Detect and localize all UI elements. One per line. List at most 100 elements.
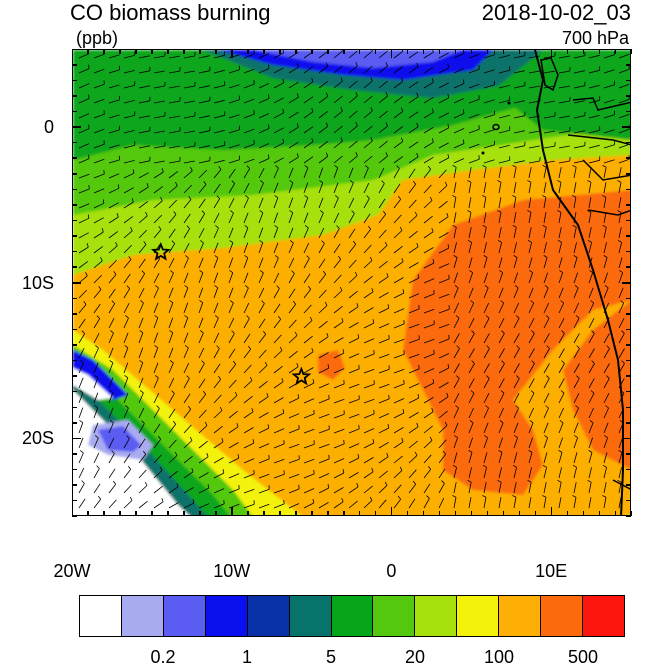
wind-barb — [453, 302, 460, 314]
wind-barb — [123, 70, 135, 74]
wind-barb-flag — [311, 77, 314, 82]
wind-barb — [348, 337, 359, 344]
wind-barb — [258, 365, 268, 374]
colorbar-label: 20 — [405, 647, 426, 667]
wind-barb-flag — [453, 255, 458, 258]
wind-barb — [468, 482, 472, 494]
wind-barb — [168, 115, 180, 119]
wind-barb-flag — [311, 107, 314, 112]
wind-barb — [393, 81, 404, 89]
colorbar-swatch — [583, 596, 624, 636]
wind-barb — [393, 455, 403, 464]
wind-barb — [453, 348, 460, 359]
wind-barb-flag — [311, 50, 314, 52]
wind-barb — [543, 437, 548, 449]
wind-barb — [348, 486, 359, 494]
wind-barb-flag — [351, 210, 355, 214]
wind-barb — [498, 333, 505, 344]
wind-barb — [198, 242, 204, 254]
wind-barb — [573, 182, 577, 194]
wind-barb — [588, 302, 595, 314]
wind-barb — [468, 68, 480, 74]
wind-barb — [543, 318, 550, 329]
wind-barb-flag — [341, 497, 344, 502]
wind-barb-flag — [279, 346, 283, 351]
wind-barb-flag — [559, 270, 563, 273]
wind-barb — [108, 274, 117, 284]
wind-barb — [408, 96, 419, 104]
wind-barb-flag — [221, 437, 224, 442]
wind-barb-flag — [542, 165, 547, 168]
wind-barb — [618, 143, 630, 149]
wind-barb — [408, 412, 419, 419]
wind-barb — [123, 160, 135, 164]
wind-barb-flag — [400, 107, 404, 112]
wind-barb-flag — [339, 286, 343, 291]
wind-barb — [588, 167, 592, 179]
wind-barb — [498, 422, 504, 434]
wind-barb — [123, 438, 130, 449]
wind-barb-flag — [124, 405, 129, 409]
wind-barb — [78, 217, 90, 224]
wind-barb — [288, 288, 296, 299]
wind-barb — [363, 80, 373, 89]
wind-barb — [363, 291, 374, 299]
wind-barb — [138, 362, 144, 374]
wind-barb — [543, 182, 547, 194]
wind-barb — [168, 302, 174, 314]
wind-barb — [483, 482, 487, 494]
wind-barb — [468, 467, 472, 479]
wind-barb — [528, 272, 534, 284]
wind-barb — [513, 242, 517, 254]
wind-barb — [123, 187, 134, 194]
wind-barb-flag — [154, 315, 159, 319]
wind-barb — [183, 317, 189, 329]
wind-barb-flag — [139, 360, 144, 364]
wind-barb — [363, 275, 373, 284]
wind-barb — [543, 333, 550, 344]
wind-barb-flag — [542, 195, 547, 198]
wind-barb-flag — [143, 241, 147, 245]
wind-barb — [588, 69, 600, 74]
wind-barb — [573, 85, 585, 89]
wind-barb — [618, 302, 625, 314]
wind-barb — [153, 423, 161, 434]
wind-barb — [348, 275, 358, 284]
wind-barb — [588, 114, 600, 119]
wind-barb-flag — [431, 78, 434, 83]
wind-barb — [333, 197, 339, 209]
wind-barb-flag — [469, 270, 473, 273]
wind-barb — [558, 318, 565, 329]
wind-barb-flag — [268, 154, 270, 159]
wind-barb — [288, 81, 299, 89]
wind-barb — [528, 407, 534, 419]
wind-barb-flag — [328, 454, 330, 459]
wind-barb-flag — [384, 241, 388, 246]
wind-barb — [603, 422, 609, 434]
wind-barb-flag — [587, 480, 592, 483]
wind-barb — [258, 257, 264, 269]
wind-barb-flag — [388, 394, 390, 399]
wind-barb-flag — [175, 182, 178, 186]
wind-barb — [618, 333, 625, 344]
wind-barb-flag — [544, 285, 549, 289]
wind-barb-flag — [561, 360, 565, 364]
wind-barb — [303, 273, 311, 284]
wind-barb — [198, 347, 205, 359]
wind-barb — [468, 182, 472, 194]
wind-barb-flag — [416, 92, 419, 97]
wind-barb-flag — [381, 180, 385, 184]
wind-barb — [603, 497, 607, 509]
wind-barb — [93, 246, 104, 254]
wind-barb-flag — [214, 255, 219, 259]
wind-barb-flag — [83, 301, 87, 305]
wind-barb-flag — [387, 304, 390, 309]
wind-barb — [498, 69, 510, 74]
wind-barb-flag — [352, 240, 357, 245]
wind-barb — [378, 229, 387, 239]
wind-barb-flag — [189, 436, 193, 441]
wind-barb-flag — [142, 450, 147, 455]
wind-barb — [408, 51, 419, 59]
wind-barb — [543, 242, 547, 254]
wind-barb-flag — [617, 210, 622, 213]
